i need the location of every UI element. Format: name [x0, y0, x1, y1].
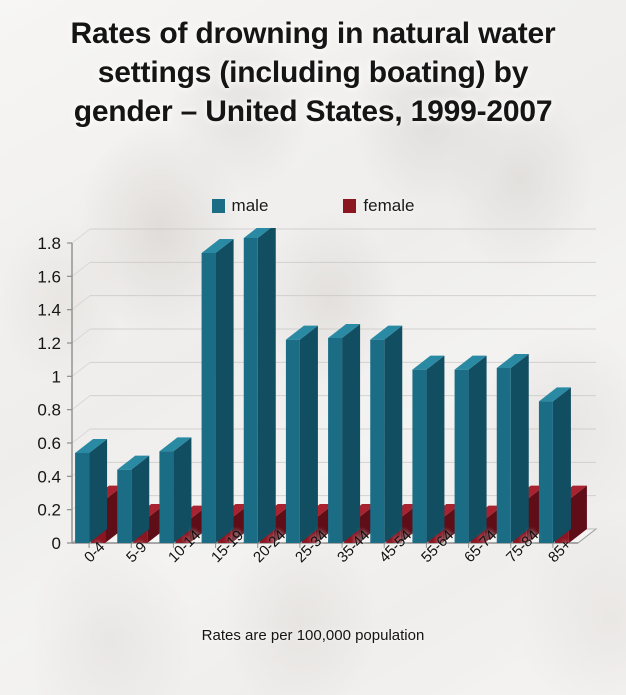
bar-group — [159, 437, 208, 543]
legend-label-female: female — [363, 196, 415, 215]
y-axis-tick-label: 1.8 — [37, 234, 61, 253]
bar-male-top[interactable] — [412, 355, 445, 370]
bar-groups — [75, 228, 587, 543]
bar-male-top[interactable] — [328, 324, 361, 338]
gridline-depth — [71, 261, 91, 277]
bar-male-top[interactable] — [538, 387, 571, 402]
bar-female-side[interactable] — [568, 485, 587, 543]
bar-male-side[interactable] — [257, 228, 276, 543]
bar-male[interactable] — [328, 338, 343, 543]
bar-male-top[interactable] — [370, 325, 403, 340]
bar-male-side[interactable] — [342, 324, 361, 543]
bar-male-side[interactable] — [131, 455, 150, 543]
chart-title-line-2: settings (including boating) by — [97, 56, 529, 89]
bar-group — [412, 355, 461, 543]
bar-male-side[interactable] — [468, 355, 487, 543]
bar-male[interactable] — [454, 369, 469, 543]
gridline-depth — [71, 361, 91, 377]
bar-male-top[interactable] — [117, 455, 150, 470]
y-axis-tick-label: 0.4 — [37, 467, 61, 486]
y-axis-tick-label: 0.6 — [37, 434, 61, 453]
chart-title-line-1: Rates of drowning in natural water — [70, 17, 556, 50]
bar-male-side[interactable] — [384, 325, 403, 543]
bar-male[interactable] — [117, 469, 132, 543]
chart-footnote: Rates are per 100,000 population — [201, 627, 425, 644]
bar-male-top[interactable] — [454, 355, 487, 370]
bar-group — [496, 354, 545, 543]
bar-male-top[interactable] — [159, 437, 192, 452]
gridline-depth — [71, 328, 91, 344]
bar-male-top[interactable] — [243, 228, 276, 238]
bar-group — [538, 387, 587, 543]
bar-group — [201, 239, 250, 543]
bar-male-side[interactable] — [552, 387, 571, 543]
bar-male[interactable] — [496, 368, 511, 543]
bar-male-side[interactable] — [299, 325, 318, 543]
y-axis-tick-label: 1.6 — [37, 267, 61, 286]
bar-chart-svg: 0 0.2 0.4 0.6 0.8 1 1.2 1.4 1.6 1.8 — [37, 228, 598, 553]
x-axis-labels: 0-4 5-9 10-14 15-19 20-24 25-34 35-44 45-54 55-6… — [0, 527, 626, 618]
bar-male-side[interactable] — [89, 439, 108, 543]
y-axis-tick-label: 1.4 — [37, 301, 61, 320]
legend-label-male: male — [231, 196, 269, 215]
y-axis-tick-label: 0 — [52, 534, 61, 553]
bar-group — [328, 324, 377, 543]
bar-male[interactable] — [243, 238, 258, 543]
bar-group — [370, 325, 419, 543]
bar-group — [117, 455, 166, 543]
bar-male-top[interactable] — [201, 239, 234, 253]
plot-area: 0 0.2 0.4 0.6 0.8 1 1.2 1.4 1.6 1.8 — [0, 228, 626, 558]
bar-male[interactable] — [75, 453, 90, 543]
y-axis-tick-label: 0.8 — [37, 401, 61, 420]
gridline-depth — [71, 395, 91, 411]
gridline-depth — [71, 228, 91, 244]
bar-male-side[interactable] — [426, 355, 445, 543]
chart-title-line-3: gender – United States, 1999-2007 — [73, 95, 553, 128]
y-axis-tick-label: 1.2 — [37, 334, 61, 353]
bar-male-top[interactable] — [285, 325, 318, 340]
bar-male[interactable] — [538, 401, 553, 543]
bar-group — [75, 439, 124, 543]
chart-title: Rates of drowning in natural water setti… — [0, 14, 626, 131]
chart-legend: male female — [0, 196, 626, 216]
y-axis-tick-label: 0.2 — [37, 501, 61, 520]
bar-male-top[interactable] — [496, 354, 529, 368]
legend-swatch-male — [211, 199, 225, 213]
legend-item-male[interactable]: male — [211, 196, 269, 216]
bar-male-side[interactable] — [215, 239, 234, 543]
legend-item-female[interactable]: female — [343, 196, 414, 216]
gridline-depth — [71, 428, 91, 444]
bar-male[interactable] — [370, 339, 385, 543]
bar-group — [285, 325, 334, 543]
legend-swatch-female — [343, 199, 357, 213]
bar-male[interactable] — [285, 339, 300, 543]
y-axis-tick-label: 1 — [52, 367, 61, 386]
bar-male[interactable] — [159, 451, 174, 543]
bar-group — [454, 355, 503, 543]
bar-male[interactable] — [201, 253, 216, 543]
bar-group — [243, 228, 292, 543]
bar-male[interactable] — [412, 369, 427, 543]
bar-male-side[interactable] — [510, 354, 529, 543]
bar-male-top[interactable] — [75, 439, 108, 453]
bar-male-side[interactable] — [173, 437, 192, 543]
gridline-depth — [71, 295, 91, 311]
